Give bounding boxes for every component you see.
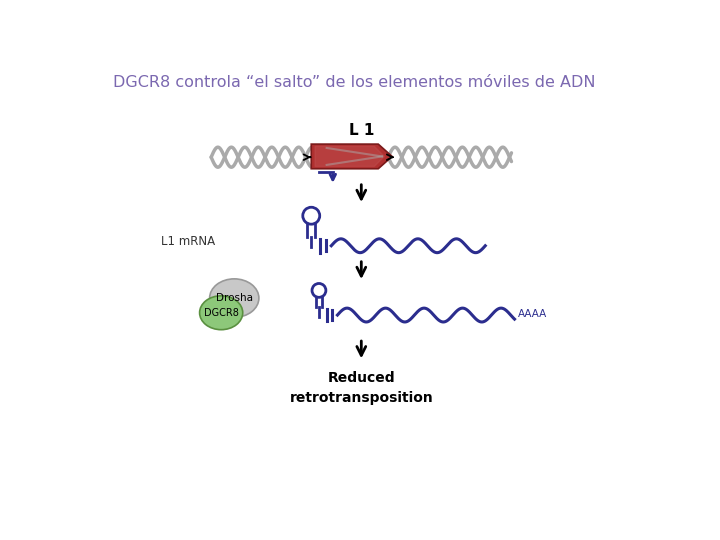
Text: Drosha: Drosha — [216, 293, 253, 303]
Text: AAAA: AAAA — [518, 308, 547, 319]
Text: L1 mRNA: L1 mRNA — [161, 235, 215, 248]
Ellipse shape — [210, 279, 259, 318]
Polygon shape — [311, 144, 392, 168]
Polygon shape — [315, 146, 384, 166]
Text: DGCR8 controla “el salto” de los elementos móviles de ADN: DGCR8 controla “el salto” de los element… — [113, 75, 596, 90]
Text: Reduced
retrotransposition: Reduced retrotransposition — [289, 372, 433, 405]
Text: L 1: L 1 — [348, 123, 374, 138]
Ellipse shape — [199, 296, 243, 330]
Text: DGCR8: DGCR8 — [204, 308, 238, 318]
